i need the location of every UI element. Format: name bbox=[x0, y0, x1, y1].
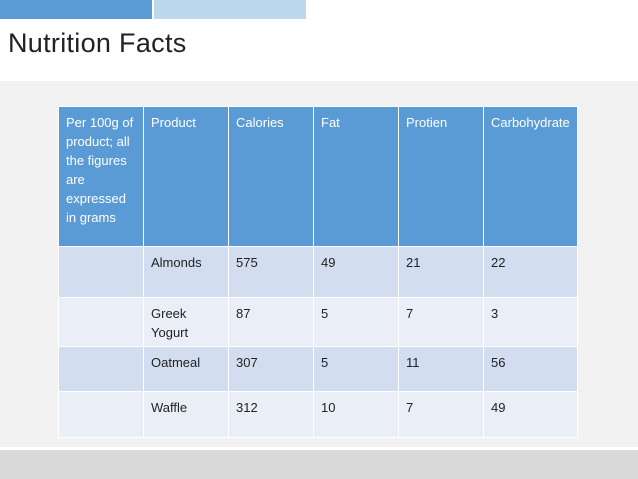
header-carbohydrate: Carbohydrate bbox=[483, 106, 578, 247]
row-stub-cell bbox=[58, 391, 144, 438]
table-row: Oatmeal 307 5 11 56 bbox=[58, 346, 578, 392]
fat-cell: 5 bbox=[313, 346, 399, 392]
accent-bar-dark bbox=[0, 0, 152, 19]
table-row: Waffle 312 10 7 49 bbox=[58, 391, 578, 438]
header-product: Product bbox=[143, 106, 229, 247]
fat-cell: 49 bbox=[313, 246, 399, 298]
product-cell: Almonds bbox=[143, 246, 229, 298]
product-cell: Greek Yogurt bbox=[143, 297, 229, 347]
fat-cell: 5 bbox=[313, 297, 399, 347]
calories-cell: 312 bbox=[228, 391, 314, 438]
carbohydrate-cell: 3 bbox=[483, 297, 578, 347]
calories-cell: 87 bbox=[228, 297, 314, 347]
header-protien: Protien bbox=[398, 106, 484, 247]
carbohydrate-cell: 22 bbox=[483, 246, 578, 298]
product-cell: Oatmeal bbox=[143, 346, 229, 392]
header-per-100g: Per 100g of product; all the figures are… bbox=[58, 106, 144, 247]
nutrition-table: Per 100g of product; all the figures are… bbox=[58, 106, 578, 438]
table-row: Greek Yogurt 87 5 7 3 bbox=[58, 297, 578, 347]
accent-bar-light bbox=[154, 0, 306, 19]
carbohydrate-cell: 49 bbox=[483, 391, 578, 438]
product-cell: Waffle bbox=[143, 391, 229, 438]
row-stub-cell bbox=[58, 346, 144, 392]
row-stub-cell bbox=[58, 246, 144, 298]
footer-bar bbox=[0, 450, 638, 479]
table-header-row: Per 100g of product; all the figures are… bbox=[58, 106, 578, 247]
protein-cell: 21 bbox=[398, 246, 484, 298]
row-stub-cell bbox=[58, 297, 144, 347]
calories-cell: 575 bbox=[228, 246, 314, 298]
protein-cell: 7 bbox=[398, 391, 484, 438]
protein-cell: 7 bbox=[398, 297, 484, 347]
table-row: Almonds 575 49 21 22 bbox=[58, 246, 578, 298]
page-title: Nutrition Facts bbox=[8, 28, 187, 58]
carbohydrate-cell: 56 bbox=[483, 346, 578, 392]
calories-cell: 307 bbox=[228, 346, 314, 392]
header-fat: Fat bbox=[313, 106, 399, 247]
protein-cell: 11 bbox=[398, 346, 484, 392]
header-calories: Calories bbox=[228, 106, 314, 247]
fat-cell: 10 bbox=[313, 391, 399, 438]
